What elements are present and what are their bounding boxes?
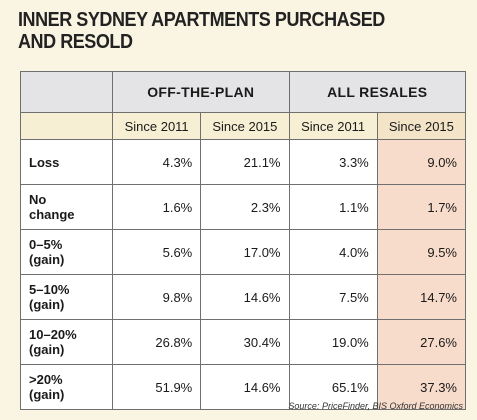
row-label-line: 10–20% [29,327,77,342]
table-row: 10–20% (gain) 26.8% 30.4% 19.0% 27.6% [20,319,467,365]
value-cell: 14.7% [376,274,467,320]
value-cell: 51.9% [111,364,202,410]
row-label: 0–5% (gain) [20,229,113,275]
table-row: 5–10% (gain) 9.8% 14.6% 7.5% 14.7% [20,274,467,320]
row-label: >20% (gain) [20,364,113,410]
value-cell: 5.6% [111,229,202,275]
row-label-line: change [29,207,75,222]
value-cell: 27.6% [376,319,467,365]
row-label-line: (gain) [29,252,65,267]
value-cell: 37.3% [376,364,467,410]
value-cell: 21.1% [200,139,290,185]
title-line-1: INNER SYDNEY APARTMENTS PURCHASED [18,9,385,31]
group-header-off-the-plan: OFF-THE-PLAN [112,71,290,113]
sub-header-row: Since 2011 Since 2015 Since 2011 Since 2… [20,112,467,140]
value-cell: 9.0% [376,139,467,185]
value-cell: 9.8% [111,274,202,320]
value-cell: 7.5% [288,274,378,320]
value-cell: 1.7% [376,184,467,230]
value-cell: 1.1% [288,184,378,230]
row-label-line: (gain) [29,342,65,357]
sub-corner-cell [20,112,113,140]
row-label: 10–20% (gain) [20,319,113,365]
value-cell: 14.6% [200,274,290,320]
value-cell: 4.0% [288,229,378,275]
table-row: No change 1.6% 2.3% 1.1% 1.7% [20,184,467,230]
value-cell: 26.8% [111,319,202,365]
sub-header: Since 2011 [111,112,202,140]
row-label-line: >20% [29,372,63,387]
source-note: Source: PriceFinder, BIS Oxford Economic… [288,401,463,411]
value-cell: 14.6% [200,364,290,410]
row-label-line: 5–10% [29,282,70,297]
row-label-line: No [29,192,47,207]
row-label: Loss [20,139,113,185]
row-label-line: (gain) [29,297,65,312]
table-row: Loss 4.3% 21.1% 3.3% 9.0% [20,139,467,185]
value-cell: 17.0% [200,229,290,275]
group-header-all-resales: ALL RESALES [288,71,466,113]
table-row: >20% (gain) 51.9% 14.6% 65.1% 37.3% [20,364,467,410]
data-table: OFF-THE-PLAN ALL RESALES Since 2011 Sinc… [20,71,467,410]
value-cell: 19.0% [288,319,378,365]
value-cell: 4.3% [111,139,202,185]
corner-cell [20,71,113,113]
table-body: Loss 4.3% 21.1% 3.3% 9.0% No change 1.6% 2.3% 1.1… [20,139,467,410]
row-label-line: Loss [29,154,60,170]
page-title: INNER SYDNEY APARTMENTS PURCHASED AND RE… [18,9,414,53]
value-cell: 9.5% [376,229,467,275]
table-row: 0–5% (gain) 5.6% 17.0% 4.0% 9.5% [20,229,467,275]
value-cell: 2.3% [200,184,290,230]
sub-header: Since 2011 [288,112,378,140]
row-label-line: 0–5% [29,237,63,252]
group-header-row: OFF-THE-PLAN ALL RESALES [20,71,466,113]
title-line-2: AND RESOLD [18,31,133,53]
value-cell: 3.3% [288,139,378,185]
value-cell: 65.1% [288,364,378,410]
row-label-line: (gain) [29,387,65,402]
row-label: No change [20,184,113,230]
sub-header: Since 2015 [376,112,467,140]
value-cell: 1.6% [111,184,202,230]
sub-header: Since 2015 [200,112,290,140]
value-cell: 30.4% [200,319,290,365]
row-label: 5–10% (gain) [20,274,113,320]
